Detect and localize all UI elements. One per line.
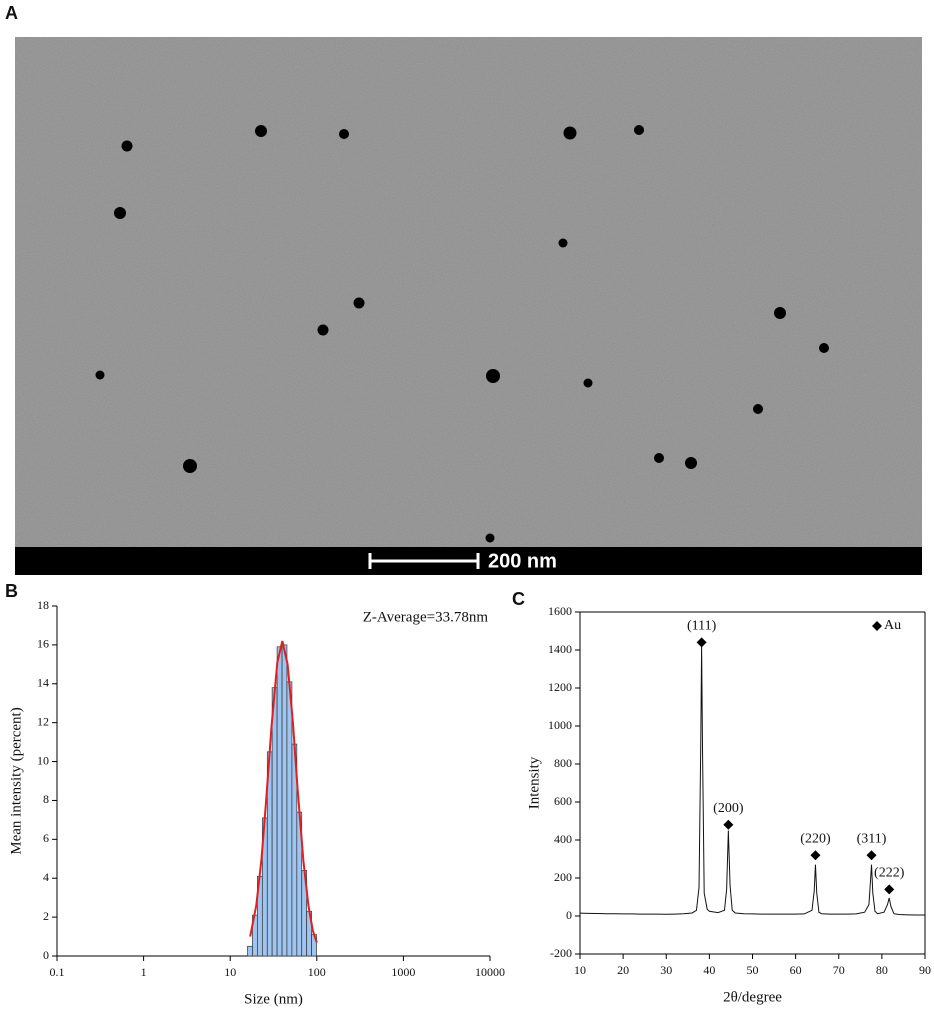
y-tick-label: 1000 [548, 718, 572, 732]
x-tick-label: 10 [224, 965, 236, 979]
legend-marker [872, 621, 882, 631]
x-tick-label: 0.1 [50, 965, 65, 979]
y-tick-label: 1400 [548, 642, 572, 656]
x-tick-label: 60 [790, 963, 802, 977]
panel-label: C [512, 589, 525, 609]
x-tick-label: 100 [308, 965, 326, 979]
tem-image: 200 nm [15, 37, 922, 575]
scale-bar [368, 553, 480, 569]
x-axis-label: Size (nm) [244, 991, 303, 1007]
peak-marker [884, 884, 895, 895]
fit-curve [249, 640, 318, 943]
peak-label: (111) [687, 619, 717, 634]
peak-marker [723, 819, 734, 830]
histogram-bar [276, 646, 283, 957]
peak-label: (311) [857, 831, 887, 846]
x-tick-label: 70 [833, 963, 845, 977]
histogram-bar [271, 687, 278, 957]
x-tick-label: 90 [919, 963, 931, 977]
peak-label: (200) [713, 801, 744, 816]
legend-label: Au [884, 618, 901, 633]
scale-label: 200 nm [488, 550, 557, 572]
y-tick-label: 0 [566, 908, 572, 922]
y-tick-label: 10 [37, 753, 49, 767]
x-tick-label: 1000 [391, 965, 415, 979]
histogram-bar [281, 644, 288, 957]
peak-label: (220) [800, 831, 831, 846]
y-axis-label: Intensity [526, 756, 542, 809]
y-tick-label: 4 [43, 870, 49, 884]
y-tick-label: 1200 [548, 680, 572, 694]
peak-marker [696, 637, 707, 648]
image-noise [15, 37, 922, 547]
y-axis-label: Mean intensity (percent) [8, 707, 24, 854]
peak-marker [810, 850, 821, 861]
histogram-bar [286, 681, 293, 957]
y-tick-label: 6 [43, 831, 49, 845]
x-tick-label: 20 [617, 963, 629, 977]
y-tick-label: 200 [554, 870, 572, 884]
y-tick-label: 8 [43, 792, 49, 806]
histogram-bar [247, 945, 253, 957]
y-tick-label: 12 [37, 714, 49, 728]
y-tick-label: 0 [43, 948, 49, 962]
particles [95, 125, 829, 543]
x-tick-label: 30 [660, 963, 672, 977]
xrd-line [579, 646, 925, 916]
y-tick-label: 600 [554, 794, 572, 808]
x-tick-label: 10000 [475, 965, 505, 979]
x-tick-label: 1 [141, 965, 147, 979]
x-axis-label: 2θ/degree [723, 989, 782, 1005]
y-tick-label: -200 [550, 946, 572, 960]
panel-label: B [5, 581, 18, 601]
x-tick-label: 10 [574, 963, 586, 977]
y-tick-label: 800 [554, 756, 572, 770]
peak-marker [866, 850, 877, 861]
x-tick-label: 40 [703, 963, 715, 977]
y-tick-label: 18 [37, 598, 49, 612]
panel-label: A [5, 3, 18, 23]
x-tick-label: 80 [876, 963, 888, 977]
annotation: Z-Average=33.78nm [363, 609, 489, 625]
peak-label: (222) [874, 866, 905, 881]
y-tick-label: 16 [37, 637, 49, 651]
y-tick-label: 1600 [548, 604, 572, 618]
y-tick-label: 400 [554, 832, 572, 846]
x-tick-label: 50 [747, 963, 759, 977]
y-tick-label: 2 [43, 909, 49, 923]
y-tick-label: 14 [37, 676, 49, 690]
